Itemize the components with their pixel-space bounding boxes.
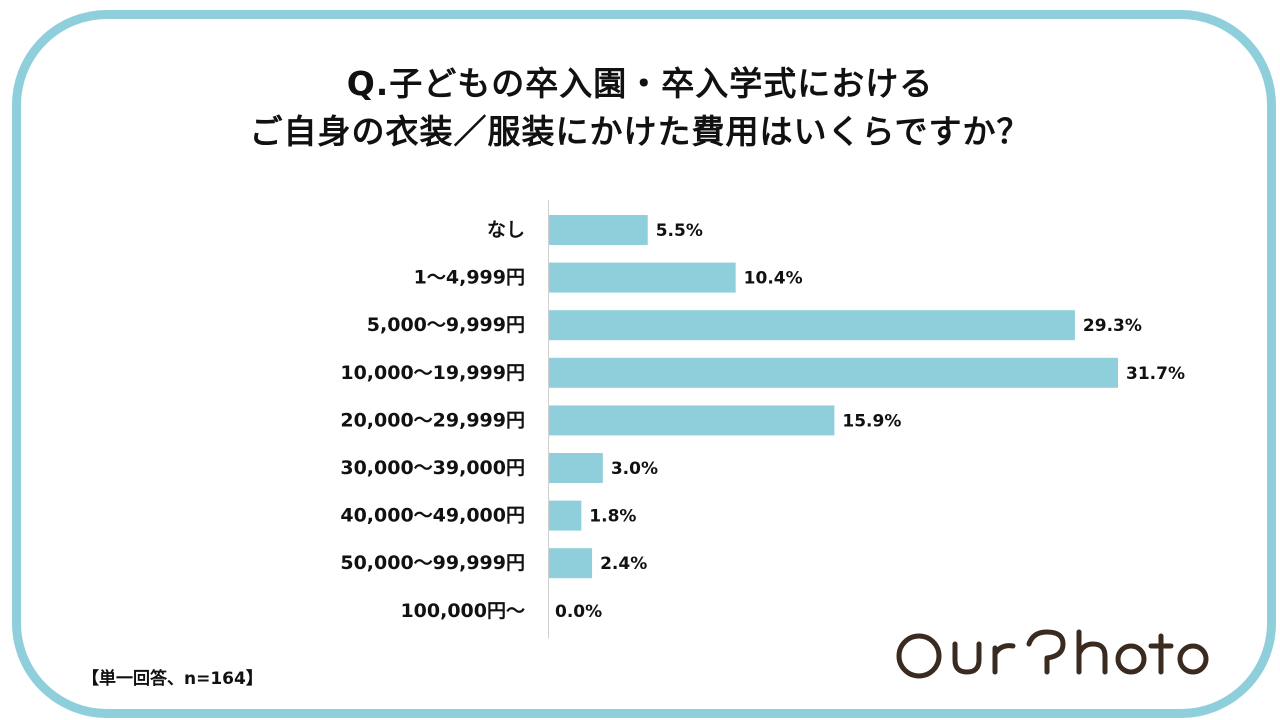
value-label: 10.4% [744,269,803,289]
bar [549,215,648,245]
bar [549,453,603,483]
chart-title-line-2: ご自身の衣装／服装にかけた費用はいくらですか？ [249,112,1031,151]
category-label: 30,000〜39,000円 [340,457,525,479]
category-label: 100,000円〜 [400,600,525,622]
value-label: 2.4% [600,554,647,574]
ourphoto-logo [896,629,1209,679]
category-label: 5,000〜9,999円 [367,314,525,336]
category-label: なし [487,219,525,241]
value-label: 0.0% [555,602,602,622]
chart-title-line-1: Q.子どもの卒入園・卒入学式における [346,64,934,103]
value-label: 3.0% [611,459,658,479]
bar [549,500,582,531]
bar [549,310,1075,341]
bar [549,357,1118,388]
category-label: 50,000〜99,999円 [340,552,525,574]
value-label: 15.9% [842,411,901,431]
value-label: 31.7% [1126,364,1185,384]
bar [549,548,593,579]
bar [549,262,736,293]
footnote: 【単一回答、n=164】 [82,669,263,689]
bar [549,405,835,436]
value-label: 1.8% [589,507,636,527]
value-label: 5.5% [656,221,703,241]
category-label: 40,000〜49,000円 [340,505,525,527]
category-label: 10,000〜19,999円 [340,362,525,384]
category-label: 20,000〜29,999円 [340,409,525,431]
value-label: 29.3% [1083,316,1142,336]
category-label: 1〜4,999円 [414,267,525,289]
chart-title: Q.子どもの卒入園・卒入学式における ご自身の衣装／服装にかけた費用はいくらです… [0,60,1280,156]
